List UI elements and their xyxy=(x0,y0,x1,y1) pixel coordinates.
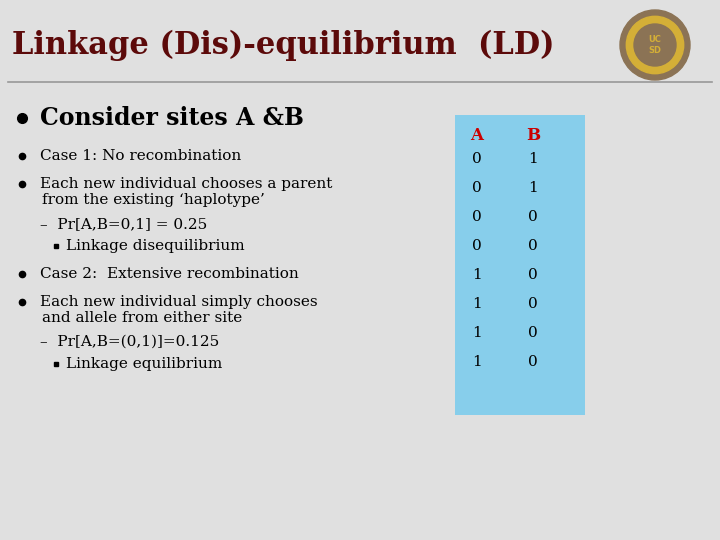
Text: Consider sites A &B: Consider sites A &B xyxy=(40,106,304,130)
Circle shape xyxy=(634,24,676,66)
Text: Each new individual chooses a parent: Each new individual chooses a parent xyxy=(40,177,333,191)
Text: 0: 0 xyxy=(528,268,538,282)
Text: 0: 0 xyxy=(472,152,482,166)
Text: B: B xyxy=(526,126,540,144)
Text: 1: 1 xyxy=(472,355,482,369)
Text: –  Pr[A,B=(0,1)]=0.125: – Pr[A,B=(0,1)]=0.125 xyxy=(40,335,220,349)
Text: from the existing ‘haplotype’: from the existing ‘haplotype’ xyxy=(42,193,265,207)
Text: –  Pr[A,B=0,1] = 0.25: – Pr[A,B=0,1] = 0.25 xyxy=(40,217,207,231)
Text: Case 2:  Extensive recombination: Case 2: Extensive recombination xyxy=(40,267,299,281)
Text: Linkage equilibrium: Linkage equilibrium xyxy=(66,357,222,371)
Circle shape xyxy=(620,10,690,80)
Text: 1: 1 xyxy=(472,297,482,311)
Text: 1: 1 xyxy=(528,181,538,195)
Text: Case 1: No recombination: Case 1: No recombination xyxy=(40,149,241,163)
Text: 0: 0 xyxy=(528,326,538,340)
Text: 0: 0 xyxy=(528,355,538,369)
Text: 1: 1 xyxy=(472,268,482,282)
Text: 0: 0 xyxy=(472,181,482,195)
Text: Linkage disequilibrium: Linkage disequilibrium xyxy=(66,239,245,253)
Text: 0: 0 xyxy=(528,297,538,311)
Text: 1: 1 xyxy=(528,152,538,166)
Text: and allele from either site: and allele from either site xyxy=(42,311,242,325)
Text: Linkage (Dis)-equilibrium  (LD): Linkage (Dis)-equilibrium (LD) xyxy=(12,29,554,60)
FancyBboxPatch shape xyxy=(455,115,585,415)
Text: UC
SD: UC SD xyxy=(649,35,662,55)
Circle shape xyxy=(626,16,684,73)
Text: A: A xyxy=(470,126,484,144)
Text: 0: 0 xyxy=(472,210,482,224)
Text: Each new individual simply chooses: Each new individual simply chooses xyxy=(40,295,318,309)
Text: 1: 1 xyxy=(472,326,482,340)
Text: 0: 0 xyxy=(472,239,482,253)
Text: 0: 0 xyxy=(528,239,538,253)
Text: 0: 0 xyxy=(528,210,538,224)
